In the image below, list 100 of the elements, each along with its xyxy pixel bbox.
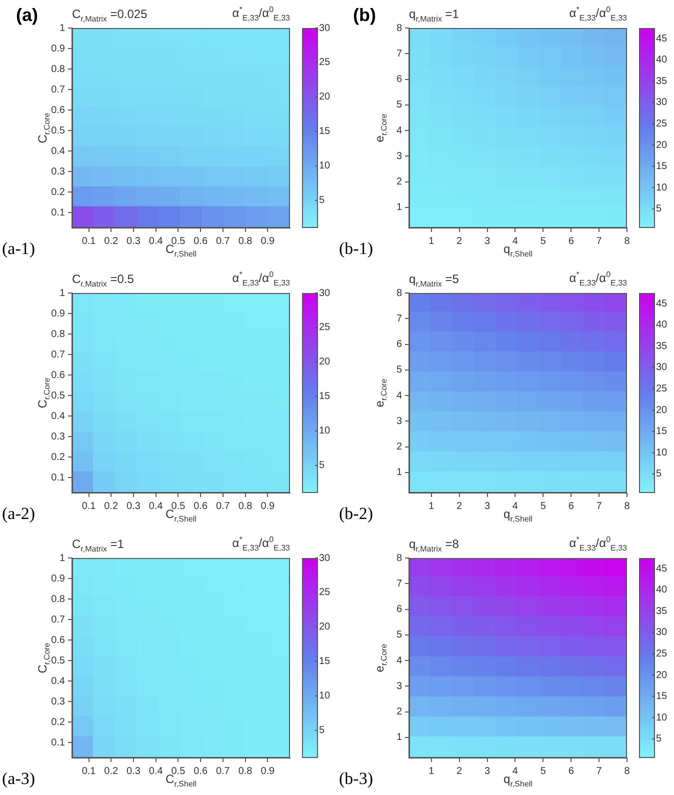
x-tick-label: 0.2 [104, 500, 119, 512]
color-bar-label: 45 [656, 298, 668, 310]
x-tick-label: 0.1 [82, 500, 96, 512]
y-tick-label: 0.4 [51, 676, 66, 687]
chart-title: q$_{r,Matrix}$ =5 [409, 272, 459, 288]
color-bar-label: 25 [319, 322, 331, 334]
color-bar-label: 15 [656, 691, 668, 702]
x-tick-label: 0.4 [148, 766, 164, 777]
color-bar-label: 10 [656, 182, 668, 194]
color-bar-label: 10 [656, 712, 668, 724]
y-tick-label: 2 [396, 706, 402, 718]
x-tick-label: 0.8 [238, 766, 253, 777]
y-tick-label: 0.5 [51, 655, 66, 666]
y-tick-label: 0.6 [51, 104, 66, 116]
text: (a-2) [2, 504, 36, 523]
y-tick-label: 0.7 [51, 614, 66, 626]
y-tick-label: 4 [396, 655, 402, 666]
y-tick-label: 5 [396, 100, 402, 111]
color-bar-label: 45 [656, 33, 668, 44]
y-tick-label: 8 [396, 552, 402, 564]
x-tick-label: 0.1 [82, 766, 96, 777]
x-tick-label: 0.7 [216, 500, 230, 512]
color-bar-label: 25 [656, 383, 668, 394]
x-tick-label: 0.3 [126, 500, 141, 512]
y-tick-label: 0.4 [51, 146, 66, 157]
y-tick-label: 0.4 [51, 410, 66, 422]
chart-title: C$_{r,Matrix}$ =1 [72, 537, 124, 554]
text: (b) [353, 5, 376, 25]
color-bar-label: 20 [319, 356, 331, 368]
y-tick-label: 0.5 [51, 390, 66, 402]
x-tick-label: 7 [596, 766, 602, 777]
text: (a-1) [2, 239, 36, 258]
y-tick-label: 0.3 [51, 696, 66, 708]
color-bar-label: 40 [656, 320, 668, 331]
color-bar-label: 25 [319, 57, 331, 68]
color-bar-label: 35 [656, 606, 668, 617]
x-tick-label: 4 [512, 766, 518, 777]
x-tick-label: 0.8 [238, 236, 253, 247]
x-tick-label: 7 [596, 500, 602, 512]
color-bar-label: 15 [656, 161, 668, 172]
y-tick-label: 4 [396, 125, 402, 136]
color-bar-label: 30 [319, 552, 331, 564]
color-bar-label: 35 [656, 340, 668, 352]
y-tick-label: 0.1 [51, 472, 66, 484]
x-tick-label: 0.9 [260, 766, 276, 777]
y-tick-label: 0.9 [51, 573, 66, 584]
color-bar-label: 25 [319, 587, 331, 598]
x-tick-label: 6 [568, 236, 574, 247]
chart-title: C$_{r,Matrix}$ =0.5 [72, 272, 134, 288]
color-bar-label: 10 [319, 690, 331, 702]
y-tick-label: 5 [396, 630, 402, 641]
color-bar-label: 20 [656, 140, 668, 151]
y-tick-label: 0.1 [51, 737, 66, 748]
x-tick-label: 0.9 [260, 236, 276, 247]
x-tick-label: 0.6 [194, 500, 208, 512]
x-tick-label: 0.2 [104, 236, 119, 247]
x-tick-label: 3 [484, 236, 490, 247]
y-tick-label: 0.1 [51, 207, 66, 218]
y-tick-label: 6 [396, 339, 402, 350]
y-tick-label: 7 [396, 313, 402, 324]
x-tick-label: 6 [568, 500, 574, 512]
x-tick-label: 6 [568, 766, 574, 777]
y-tick-label: 1 [396, 202, 402, 214]
x-tick-label: 8 [624, 766, 630, 777]
y-tick-label: 8 [396, 288, 402, 299]
x-tick-label: 0.2 [104, 766, 119, 777]
y-tick-label: 0.8 [51, 328, 66, 340]
y-tick-label: 7 [396, 578, 402, 590]
x-tick-label: 0.7 [216, 766, 230, 777]
color-bar-label: 10 [319, 160, 331, 172]
color-bar-label: 10 [319, 426, 331, 437]
x-tick-label: 8 [624, 236, 630, 247]
color-bar-label: 20 [656, 404, 668, 416]
y-tick-label: 0.9 [51, 43, 66, 54]
x-tick-label: 0.4 [148, 236, 164, 247]
x-tick-label: 5 [540, 236, 546, 247]
x-tick-label: 2 [456, 236, 463, 247]
y-tick-label: 1 [59, 22, 66, 34]
y-tick-label: 7 [396, 48, 402, 60]
y-tick-label: 0.8 [51, 64, 66, 75]
x-tick-label: 5 [540, 500, 546, 512]
y-tick-label: 6 [396, 604, 402, 616]
x-tick-label: 4 [512, 236, 518, 247]
x-tick-label: 0.3 [126, 236, 141, 247]
y-tick-label: 4 [396, 390, 402, 402]
text: (b-2) [339, 504, 373, 523]
chart-title: q$_{r,Matrix}$ =1 [409, 7, 459, 24]
color-bar-label: 30 [656, 97, 668, 108]
y-tick-label: 1 [59, 552, 66, 564]
y-tick-label: 0.3 [51, 431, 66, 442]
text: (b-1) [339, 239, 373, 258]
x-tick-label: 0.8 [238, 500, 253, 512]
y-tick-label: 0.6 [51, 634, 66, 646]
x-tick-label: 3 [484, 500, 490, 512]
x-tick-label: 2 [456, 500, 463, 512]
text: (a-3) [2, 769, 36, 788]
y-tick-label: 1 [396, 467, 402, 478]
color-bar-label: 40 [656, 584, 668, 596]
y-tick-label: 0.2 [51, 186, 66, 198]
x-tick-label: 0.6 [194, 766, 208, 777]
